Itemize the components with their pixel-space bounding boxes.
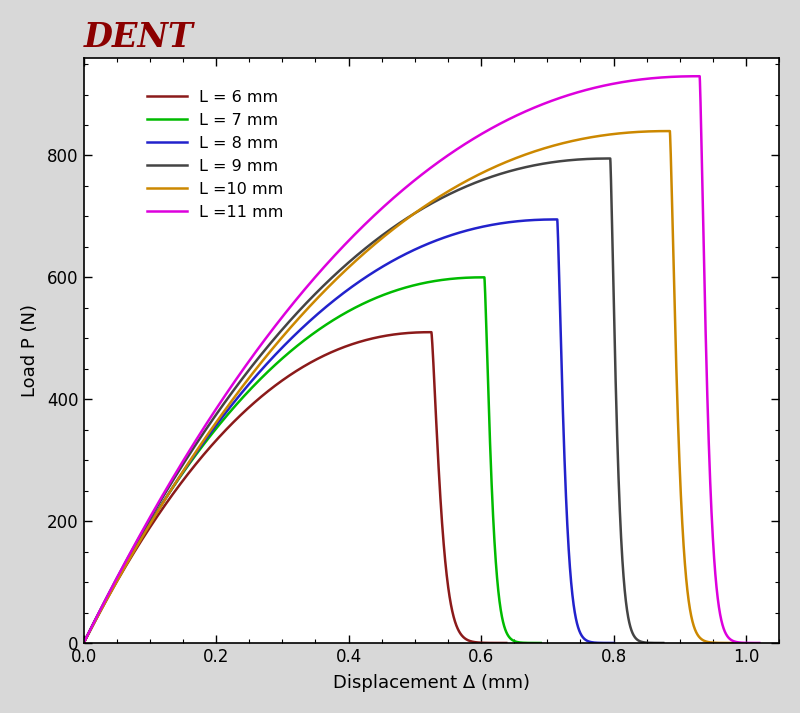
Line: L = 7 mm: L = 7 mm	[84, 277, 541, 643]
L = 8 mm	[600, 639, 610, 647]
L =11 mm	[718, 623, 728, 632]
L = 9 mm	[614, 491, 624, 499]
L =11 mm	[180, 453, 190, 462]
L =10 mm	[676, 482, 686, 491]
L =11 mm	[695, 72, 705, 81]
L = 6 mm	[472, 638, 482, 647]
L =11 mm	[705, 465, 714, 473]
L = 9 mm	[638, 638, 647, 647]
Line: L =10 mm: L =10 mm	[84, 131, 733, 643]
L = 7 mm	[79, 639, 89, 647]
L =10 mm	[718, 639, 728, 647]
L =11 mm	[731, 637, 741, 646]
L = 6 mm	[456, 630, 466, 639]
L = 7 mm	[480, 273, 490, 282]
L =11 mm	[79, 639, 89, 647]
Line: L = 8 mm: L = 8 mm	[84, 220, 614, 643]
L = 6 mm	[79, 639, 89, 647]
L = 9 mm	[650, 639, 660, 647]
L = 8 mm	[553, 215, 562, 224]
L = 6 mm	[490, 639, 499, 647]
L = 9 mm	[658, 639, 668, 647]
L = 7 mm	[489, 527, 498, 535]
L = 8 mm	[586, 638, 596, 647]
L = 9 mm	[606, 154, 615, 163]
L = 6 mm	[439, 543, 449, 552]
L = 6 mm	[486, 639, 496, 647]
L = 7 mm	[502, 629, 511, 637]
L = 6 mm	[502, 639, 511, 647]
L = 8 mm	[562, 509, 571, 518]
L = 6 mm	[426, 328, 436, 337]
L = 9 mm	[647, 639, 657, 647]
Line: L =11 mm: L =11 mm	[84, 76, 759, 643]
L = 9 mm	[166, 481, 175, 489]
L = 7 mm	[514, 638, 523, 647]
L =11 mm	[742, 639, 752, 647]
L = 7 mm	[527, 639, 537, 647]
L = 8 mm	[597, 639, 606, 647]
L = 9 mm	[79, 639, 89, 647]
Text: DENT: DENT	[84, 21, 194, 54]
Line: L = 9 mm: L = 9 mm	[84, 158, 663, 643]
L =10 mm	[715, 639, 725, 647]
L =10 mm	[703, 637, 713, 646]
L =10 mm	[79, 639, 89, 647]
L = 7 mm	[145, 519, 154, 528]
L =10 mm	[175, 472, 185, 481]
L = 9 mm	[626, 625, 636, 634]
L = 6 mm	[136, 538, 146, 546]
L =10 mm	[690, 625, 700, 633]
L =11 mm	[745, 639, 754, 647]
L =10 mm	[665, 127, 674, 135]
L = 8 mm	[609, 639, 618, 647]
L = 7 mm	[536, 639, 546, 647]
L = 8 mm	[575, 627, 585, 636]
X-axis label: Displacement Δ (mm): Displacement Δ (mm)	[333, 674, 530, 692]
L = 7 mm	[524, 639, 534, 647]
Line: L = 6 mm: L = 6 mm	[84, 332, 506, 643]
L = 8 mm	[157, 501, 166, 509]
Y-axis label: Load P (N): Load P (N)	[21, 304, 39, 397]
L = 8 mm	[79, 639, 89, 647]
L =11 mm	[754, 639, 764, 647]
L =10 mm	[728, 639, 738, 647]
Legend: L = 6 mm, L = 7 mm, L = 8 mm, L = 9 mm, L =10 mm, L =11 mm: L = 6 mm, L = 7 mm, L = 8 mm, L = 9 mm, …	[140, 83, 290, 226]
